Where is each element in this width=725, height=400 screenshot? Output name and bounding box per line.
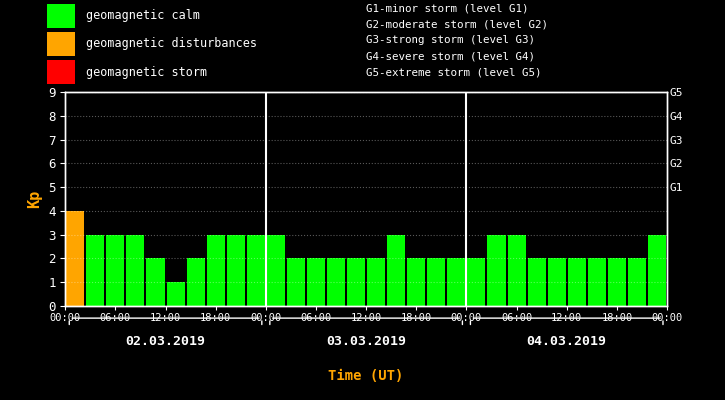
Bar bbox=[447, 258, 465, 306]
Bar bbox=[648, 235, 666, 306]
Bar bbox=[588, 258, 606, 306]
Bar bbox=[47, 4, 75, 28]
Bar bbox=[107, 235, 125, 306]
Bar bbox=[487, 235, 505, 306]
Bar bbox=[247, 235, 265, 306]
Bar bbox=[207, 235, 225, 306]
Bar bbox=[468, 258, 486, 306]
Bar bbox=[287, 258, 305, 306]
Text: G2-moderate storm (level G2): G2-moderate storm (level G2) bbox=[366, 20, 548, 30]
Bar bbox=[327, 258, 345, 306]
Bar bbox=[568, 258, 586, 306]
Text: geomagnetic calm: geomagnetic calm bbox=[86, 9, 199, 22]
Text: 03.03.2019: 03.03.2019 bbox=[326, 335, 406, 348]
Bar bbox=[86, 235, 104, 306]
Text: G4-severe storm (level G4): G4-severe storm (level G4) bbox=[366, 51, 535, 61]
Bar bbox=[227, 235, 245, 306]
Bar bbox=[628, 258, 646, 306]
Bar bbox=[427, 258, 445, 306]
Bar bbox=[267, 235, 285, 306]
Text: 02.03.2019: 02.03.2019 bbox=[125, 335, 206, 348]
Bar bbox=[528, 258, 546, 306]
Bar bbox=[47, 32, 75, 56]
Bar bbox=[507, 235, 526, 306]
Text: geomagnetic storm: geomagnetic storm bbox=[86, 66, 207, 79]
Text: G1-minor storm (level G1): G1-minor storm (level G1) bbox=[366, 4, 529, 14]
Bar bbox=[367, 258, 385, 306]
Bar bbox=[146, 258, 165, 306]
Bar bbox=[66, 211, 84, 306]
Y-axis label: Kp: Kp bbox=[28, 190, 43, 208]
Bar bbox=[608, 258, 626, 306]
Bar bbox=[167, 282, 185, 306]
Bar bbox=[387, 235, 405, 306]
Bar bbox=[307, 258, 325, 306]
Bar bbox=[407, 258, 426, 306]
Text: geomagnetic disturbances: geomagnetic disturbances bbox=[86, 38, 257, 50]
Bar bbox=[347, 258, 365, 306]
Bar bbox=[47, 60, 75, 84]
Text: 04.03.2019: 04.03.2019 bbox=[526, 335, 607, 348]
Text: G3-strong storm (level G3): G3-strong storm (level G3) bbox=[366, 36, 535, 46]
Bar bbox=[126, 235, 144, 306]
Bar bbox=[547, 258, 566, 306]
Text: Time (UT): Time (UT) bbox=[328, 369, 404, 383]
Text: G5-extreme storm (level G5): G5-extreme storm (level G5) bbox=[366, 67, 542, 77]
Bar bbox=[186, 258, 204, 306]
